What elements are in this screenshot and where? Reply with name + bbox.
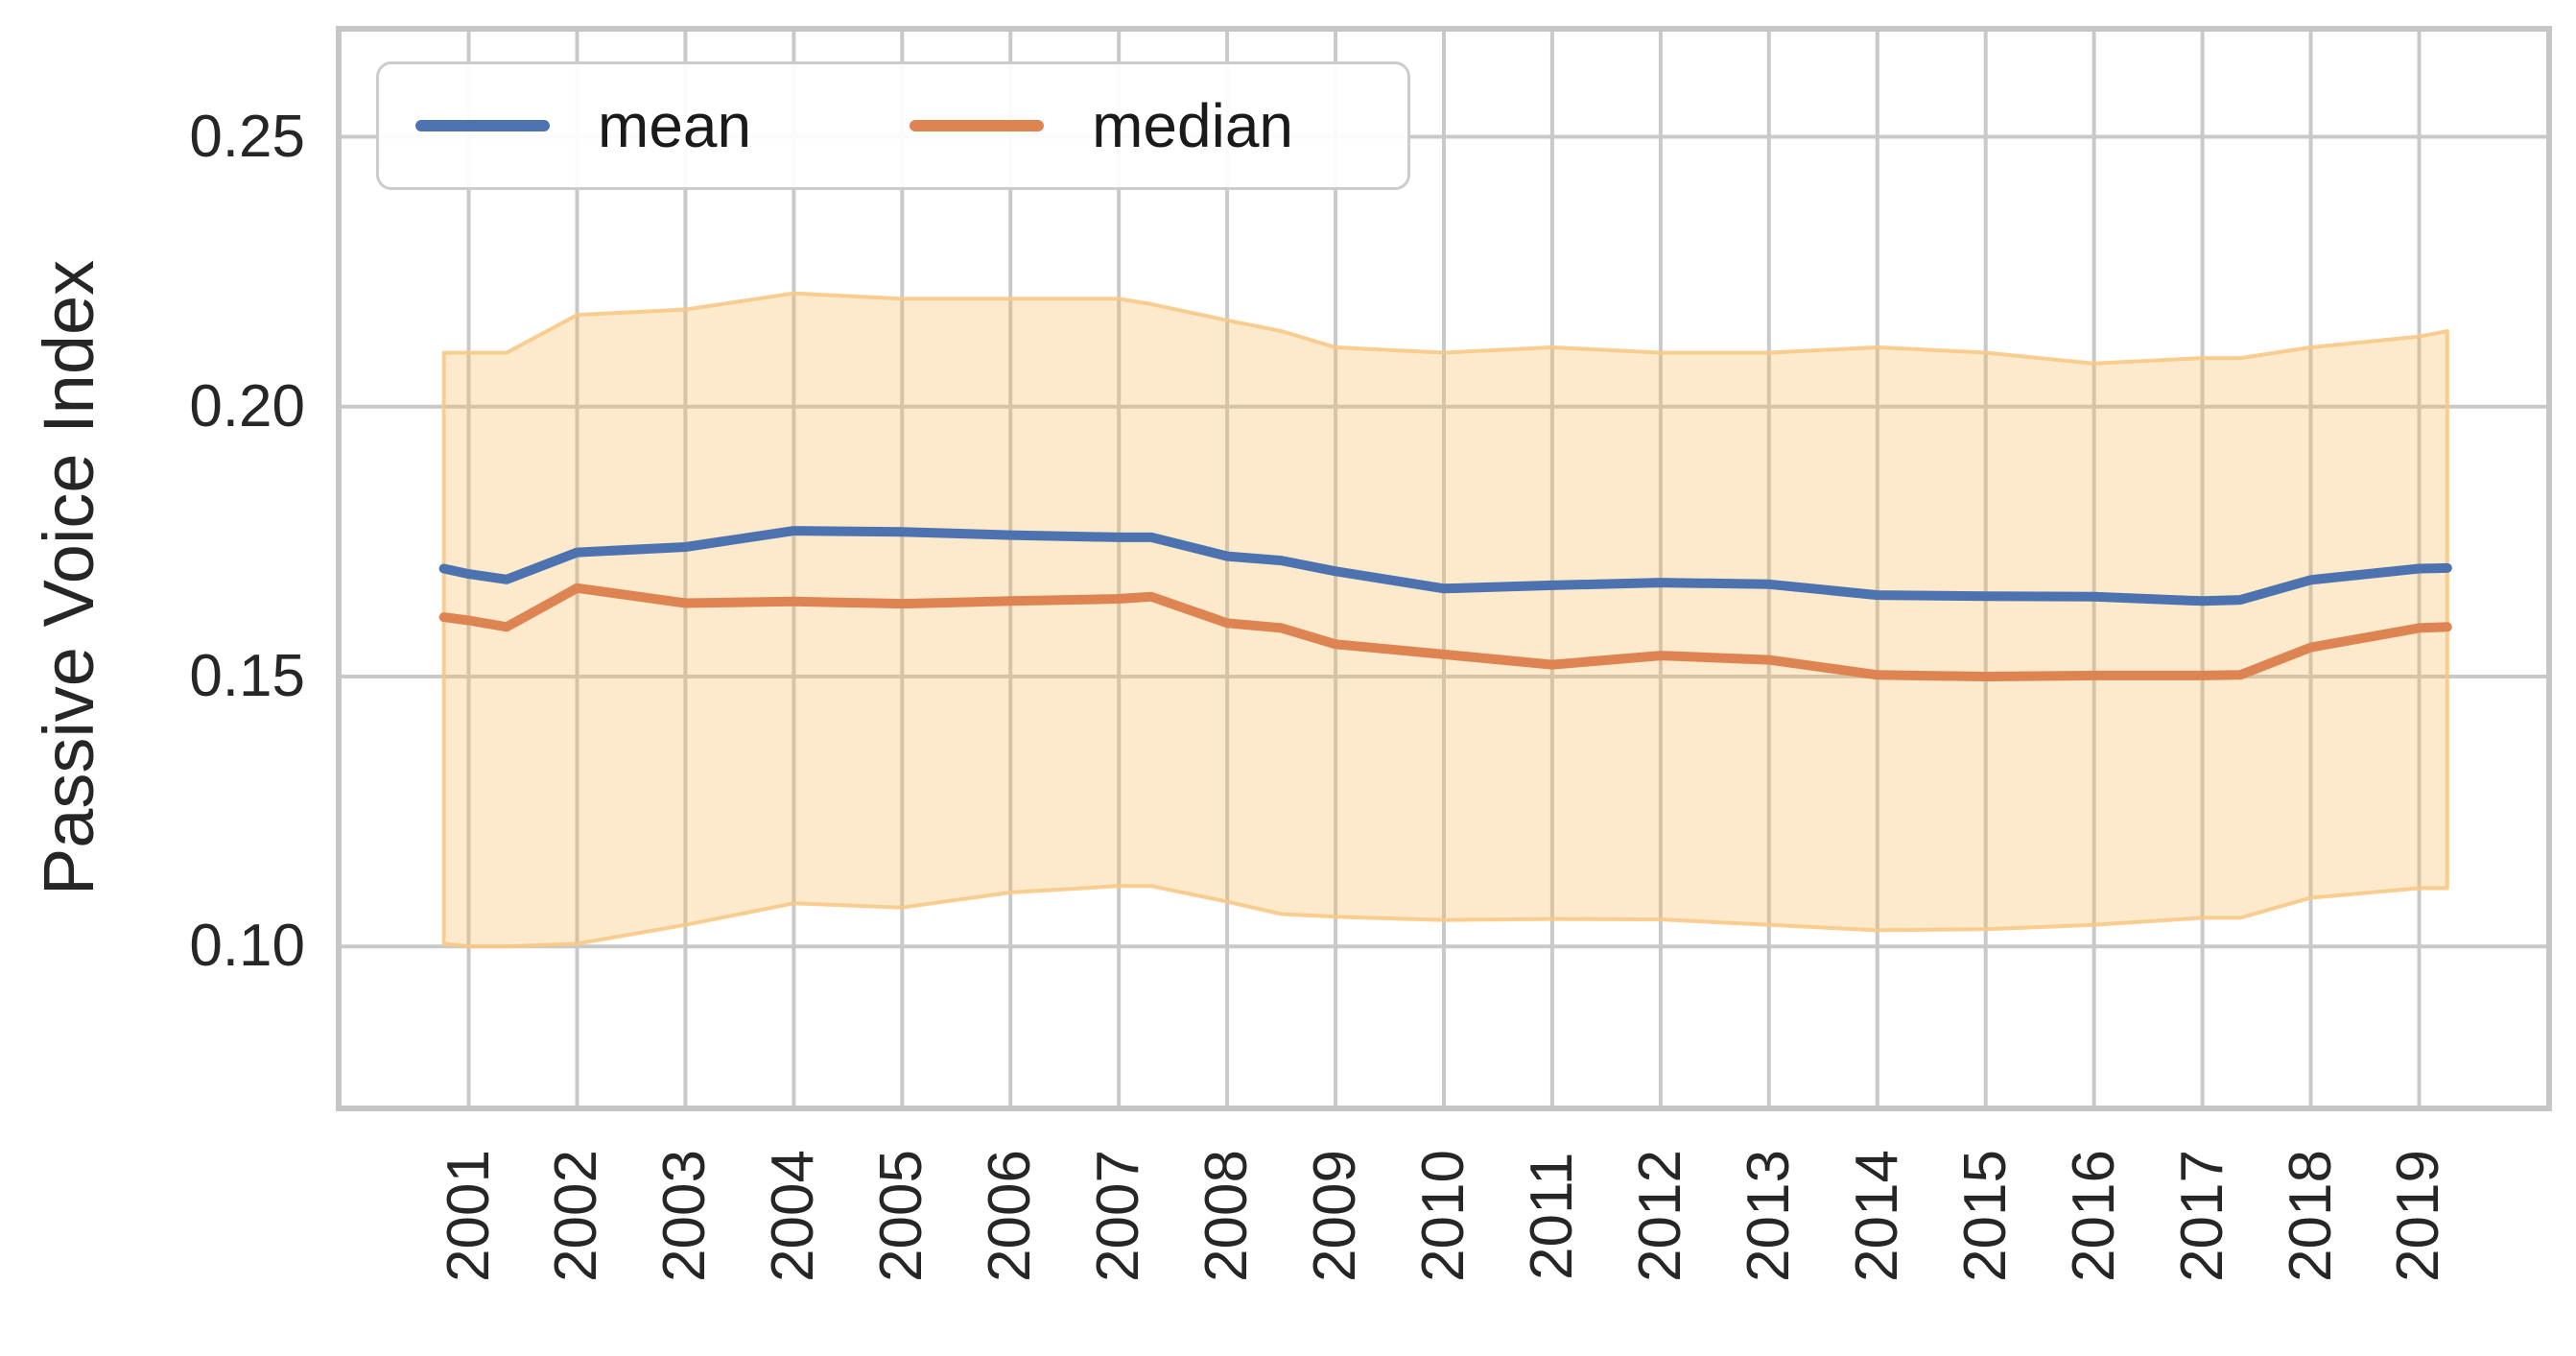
x-tick-label: 2006	[977, 1150, 1043, 1283]
axes-border	[336, 26, 2552, 1111]
spread-band	[441, 291, 2449, 949]
mean-line	[438, 526, 2452, 607]
x-tick-label: 2007	[1085, 1150, 1151, 1283]
legend-label-mean: mean	[598, 91, 752, 160]
y-tick-label: 0.20	[189, 373, 305, 440]
x-tick-label: 2001	[436, 1150, 502, 1283]
x-tick-label: 2016	[2061, 1150, 2127, 1283]
x-tick-label: 2011	[1519, 1152, 1585, 1281]
legend-entry-median: median	[910, 95, 1293, 156]
legend-label-median: median	[1092, 91, 1293, 160]
x-tick-label: 2008	[1193, 1150, 1260, 1283]
legend: mean median	[376, 61, 1410, 190]
x-tick-label: 2004	[760, 1150, 826, 1283]
median-line-swatch-icon	[910, 120, 1045, 131]
mean-line-swatch-icon	[415, 120, 550, 131]
x-tick-label: 2018	[2278, 1150, 2344, 1283]
x-tick-label: 2010	[1410, 1150, 1477, 1283]
y-axis-label: Passive Voice Index	[29, 259, 108, 896]
y-tick-label: 0.25	[189, 104, 305, 170]
median-line	[438, 583, 2452, 681]
x-tick-label: 2002	[543, 1150, 609, 1283]
x-tick-label: 2014	[1844, 1150, 1910, 1283]
y-tick-label: 0.15	[189, 643, 305, 709]
x-tick-label: 2012	[1627, 1150, 1693, 1283]
x-tick-label: 2003	[651, 1150, 718, 1283]
y-tick-label: 0.10	[189, 913, 305, 979]
legend-entry-mean: mean	[415, 95, 751, 156]
x-tick-label: 2013	[1736, 1150, 1802, 1283]
x-tick-label: 2015	[1952, 1150, 2019, 1283]
x-tick-label: 2017	[2169, 1150, 2235, 1283]
x-tick-label: 2005	[868, 1150, 934, 1283]
x-tick-label: 2009	[1302, 1150, 1368, 1283]
x-tick-label: 2019	[2385, 1150, 2451, 1283]
